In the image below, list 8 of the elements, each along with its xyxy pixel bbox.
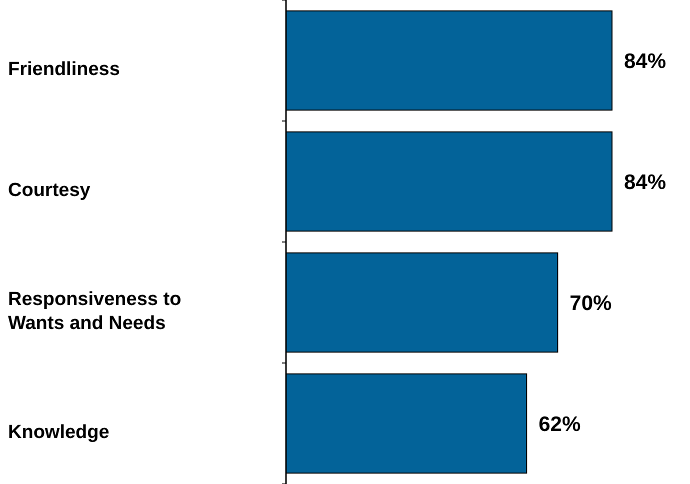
y-tick-label: Knowledge [8, 422, 110, 444]
data-label: 62% [538, 412, 581, 436]
y-tick-label: Responsiveness to Wants and Needs [8, 289, 182, 334]
y-tick-label: Courtesy [8, 180, 91, 202]
data-label: 84% [624, 50, 666, 73]
data-label: 84% [624, 170, 666, 194]
data-label: 70% [570, 292, 612, 315]
y-tick-label: Friendliness [8, 59, 120, 80]
